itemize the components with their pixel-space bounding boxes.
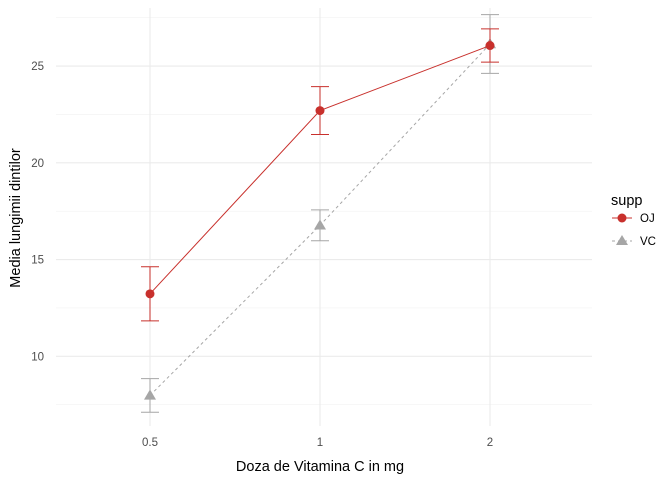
grid-major bbox=[56, 8, 592, 426]
legend-key-circle-icon bbox=[617, 213, 627, 223]
series-oj bbox=[141, 28, 499, 322]
y-tick-label: 10 bbox=[31, 351, 44, 363]
legend-title: supp bbox=[611, 193, 642, 209]
legend-items: OJ VC bbox=[612, 213, 656, 248]
legend: supp OJ VC bbox=[611, 193, 656, 248]
x-tick-labels: 0.5 1 2 bbox=[142, 437, 493, 449]
x-axis-title: Doza de Vitamina C in mg bbox=[236, 459, 404, 475]
grid-minor bbox=[56, 17, 592, 406]
legend-item-vc: VC bbox=[612, 235, 656, 248]
legend-label: OJ bbox=[640, 213, 655, 225]
data-point-vc bbox=[314, 219, 326, 230]
x-tick-label: 2 bbox=[487, 437, 493, 449]
data-point-vc bbox=[144, 389, 156, 400]
legend-label: VC bbox=[640, 236, 656, 248]
legend-key-triangle-icon bbox=[616, 235, 628, 245]
y-tick-label: 25 bbox=[31, 61, 44, 73]
x-tick-label: 0.5 bbox=[142, 437, 158, 449]
data-point-oj bbox=[145, 289, 155, 299]
y-tick-label: 15 bbox=[31, 255, 44, 267]
y-tick-labels: 10 15 20 25 bbox=[31, 61, 44, 363]
y-axis-title: Media lungimii dintilor bbox=[8, 148, 24, 288]
y-tick-label: 20 bbox=[31, 158, 44, 170]
data-point-oj bbox=[315, 106, 325, 116]
x-tick-label: 1 bbox=[317, 437, 323, 449]
data-point-oj bbox=[485, 41, 495, 51]
series-layer bbox=[141, 14, 499, 413]
legend-item-oj: OJ bbox=[612, 213, 655, 225]
